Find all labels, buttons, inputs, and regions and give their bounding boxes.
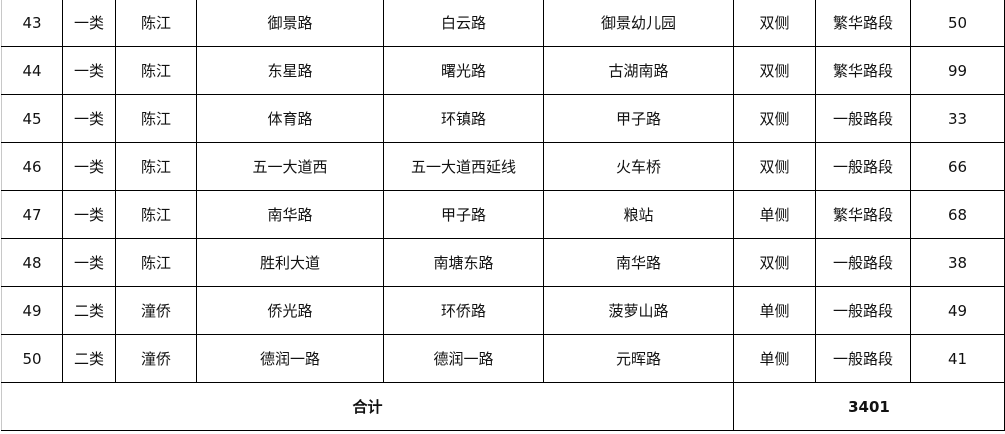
road-name-cell: 体育路 bbox=[196, 94, 384, 143]
table-row: 50 二类 潼侨 德润一路 德润一路 元晖路 单侧 一般路段 41 bbox=[1, 334, 1005, 383]
road-name-cell: 德润一路 bbox=[196, 334, 384, 383]
district-cell: 陈江 bbox=[115, 46, 197, 95]
road-class-cell: 一类 bbox=[62, 0, 116, 47]
road-class-cell: 一类 bbox=[62, 238, 116, 287]
road-name-cell: 侨光路 bbox=[196, 286, 384, 335]
road-name-cell: 五一大道西 bbox=[196, 142, 384, 191]
start-point-cell: 白云路 bbox=[383, 0, 544, 47]
district-cell: 陈江 bbox=[115, 190, 197, 239]
district-cell: 陈江 bbox=[115, 0, 197, 47]
segment-type-cell: 一般路段 bbox=[815, 238, 911, 287]
district-cell: 陈江 bbox=[115, 142, 197, 191]
road-class-cell: 二类 bbox=[62, 286, 116, 335]
end-point-cell: 南华路 bbox=[543, 238, 734, 287]
row-number-cell: 44 bbox=[1, 46, 63, 95]
segment-type-cell: 一般路段 bbox=[815, 286, 911, 335]
side-cell: 双侧 bbox=[733, 94, 816, 143]
row-number-cell: 45 bbox=[1, 94, 63, 143]
end-point-cell: 元晖路 bbox=[543, 334, 734, 383]
road-name-cell: 南华路 bbox=[196, 190, 384, 239]
end-point-cell: 火车桥 bbox=[543, 142, 734, 191]
end-point-cell: 古湖南路 bbox=[543, 46, 734, 95]
start-point-cell: 甲子路 bbox=[383, 190, 544, 239]
district-cell: 陈江 bbox=[115, 94, 197, 143]
count-cell: 68 bbox=[910, 190, 1005, 239]
count-cell: 38 bbox=[910, 238, 1005, 287]
total-row: 合计 3401 bbox=[1, 382, 1005, 431]
segment-type-cell: 一般路段 bbox=[815, 142, 911, 191]
segment-type-cell: 一般路段 bbox=[815, 334, 911, 383]
start-point-cell: 南塘东路 bbox=[383, 238, 544, 287]
district-cell: 潼侨 bbox=[115, 334, 197, 383]
end-point-cell: 御景幼儿园 bbox=[543, 0, 734, 47]
start-point-cell: 五一大道西延线 bbox=[383, 142, 544, 191]
count-cell: 50 bbox=[910, 0, 1005, 47]
road-name-cell: 东星路 bbox=[196, 46, 384, 95]
end-point-cell: 甲子路 bbox=[543, 94, 734, 143]
segment-type-cell: 一般路段 bbox=[815, 94, 911, 143]
row-number-cell: 47 bbox=[1, 190, 63, 239]
table-row: 47 一类 陈江 南华路 甲子路 粮站 单侧 繁华路段 68 bbox=[1, 190, 1005, 239]
district-cell: 陈江 bbox=[115, 238, 197, 287]
end-point-cell: 粮站 bbox=[543, 190, 734, 239]
table-row: 46 一类 陈江 五一大道西 五一大道西延线 火车桥 双侧 一般路段 66 bbox=[1, 142, 1005, 191]
side-cell: 双侧 bbox=[733, 142, 816, 191]
start-point-cell: 环侨路 bbox=[383, 286, 544, 335]
road-class-cell: 一类 bbox=[62, 190, 116, 239]
road-class-cell: 一类 bbox=[62, 46, 116, 95]
count-cell: 49 bbox=[910, 286, 1005, 335]
side-cell: 双侧 bbox=[733, 238, 816, 287]
table-row: 45 一类 陈江 体育路 环镇路 甲子路 双侧 一般路段 33 bbox=[1, 94, 1005, 143]
side-cell: 单侧 bbox=[733, 334, 816, 383]
count-cell: 99 bbox=[910, 46, 1005, 95]
total-value: 3401 bbox=[733, 382, 1005, 431]
row-number-cell: 49 bbox=[1, 286, 63, 335]
table-row: 44 一类 陈江 东星路 曙光路 古湖南路 双侧 繁华路段 99 bbox=[1, 46, 1005, 95]
start-point-cell: 环镇路 bbox=[383, 94, 544, 143]
start-point-cell: 德润一路 bbox=[383, 334, 544, 383]
end-point-cell: 菠萝山路 bbox=[543, 286, 734, 335]
side-cell: 单侧 bbox=[733, 286, 816, 335]
road-name-cell: 御景路 bbox=[196, 0, 384, 47]
road-class-cell: 一类 bbox=[62, 94, 116, 143]
side-cell: 双侧 bbox=[733, 46, 816, 95]
count-cell: 41 bbox=[910, 334, 1005, 383]
segment-type-cell: 繁华路段 bbox=[815, 0, 911, 47]
row-number-cell: 48 bbox=[1, 238, 63, 287]
side-cell: 单侧 bbox=[733, 190, 816, 239]
row-number-cell: 43 bbox=[1, 0, 63, 47]
total-label: 合计 bbox=[1, 382, 734, 431]
count-cell: 33 bbox=[910, 94, 1005, 143]
road-class-cell: 二类 bbox=[62, 334, 116, 383]
table-row: 49 二类 潼侨 侨光路 环侨路 菠萝山路 单侧 一般路段 49 bbox=[1, 286, 1005, 335]
segment-type-cell: 繁华路段 bbox=[815, 46, 911, 95]
table-row: 48 一类 陈江 胜利大道 南塘东路 南华路 双侧 一般路段 38 bbox=[1, 238, 1005, 287]
district-cell: 潼侨 bbox=[115, 286, 197, 335]
count-cell: 66 bbox=[910, 142, 1005, 191]
segment-type-cell: 繁华路段 bbox=[815, 190, 911, 239]
start-point-cell: 曙光路 bbox=[383, 46, 544, 95]
table-row: 43 一类 陈江 御景路 白云路 御景幼儿园 双侧 繁华路段 50 bbox=[1, 0, 1005, 47]
row-number-cell: 50 bbox=[1, 334, 63, 383]
road-name-cell: 胜利大道 bbox=[196, 238, 384, 287]
side-cell: 双侧 bbox=[733, 0, 816, 47]
road-class-cell: 一类 bbox=[62, 142, 116, 191]
row-number-cell: 46 bbox=[1, 142, 63, 191]
